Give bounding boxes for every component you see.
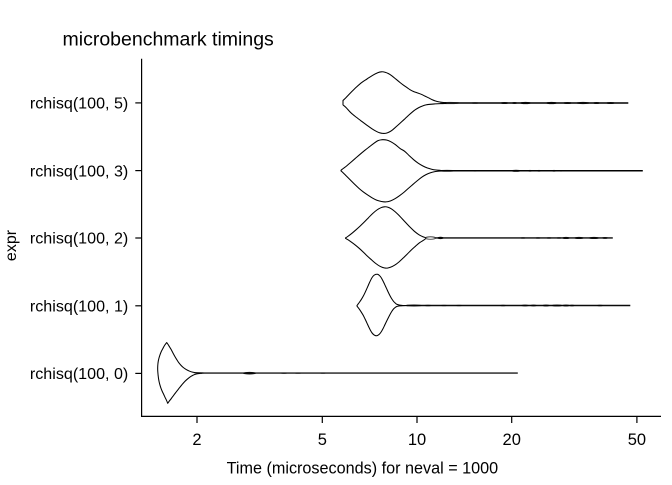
svg-text:rchisq(100, 5): rchisq(100, 5) xyxy=(30,95,128,113)
svg-text:rchisq(100, 0): rchisq(100, 0) xyxy=(30,365,128,383)
svg-text:50: 50 xyxy=(628,431,646,449)
svg-text:Time (microseconds) for neval: Time (microseconds) for neval = 1000 xyxy=(227,460,499,478)
svg-text:20: 20 xyxy=(503,431,521,449)
svg-text:rchisq(100, 3): rchisq(100, 3) xyxy=(30,162,128,180)
svg-text:rchisq(100, 1): rchisq(100, 1) xyxy=(30,298,128,316)
svg-text:expr: expr xyxy=(3,229,20,261)
svg-text:microbenchmark timings: microbenchmark timings xyxy=(63,29,275,51)
svg-text:5: 5 xyxy=(318,431,327,449)
svg-text:2: 2 xyxy=(192,431,201,449)
svg-text:10: 10 xyxy=(408,431,426,449)
svg-text:rchisq(100, 2): rchisq(100, 2) xyxy=(30,230,128,248)
